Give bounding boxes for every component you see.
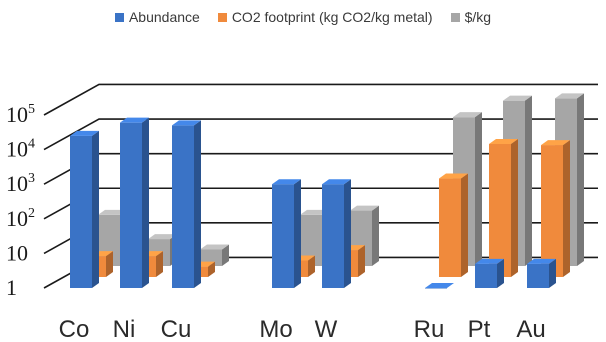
bar-top xyxy=(120,117,149,123)
bar-side xyxy=(308,255,315,277)
bar-side xyxy=(194,120,201,288)
bar-top xyxy=(489,138,518,144)
bar-side xyxy=(511,138,518,277)
x-tick-label: Pt xyxy=(468,316,491,342)
x-tick-label: Cu xyxy=(161,316,192,342)
y-tick-label: 103 xyxy=(6,171,35,196)
bar xyxy=(527,263,549,288)
bar xyxy=(541,145,563,277)
bar-top xyxy=(527,258,556,264)
bar-top xyxy=(148,234,177,240)
x-tick-label: W xyxy=(315,316,338,342)
bar-top xyxy=(200,244,229,250)
legend-label-abundance: Abundance xyxy=(128,9,200,25)
bar-side xyxy=(106,251,113,277)
legend-item-abundance: Abundance xyxy=(114,9,200,25)
bar-top xyxy=(555,93,584,99)
legend-swatch-price xyxy=(450,12,460,22)
chart-legend: Abundance CO2 footprint (kg CO2/kg metal… xyxy=(0,6,606,28)
bar-side xyxy=(475,112,482,267)
bar-top xyxy=(453,112,482,118)
bar-top xyxy=(70,130,99,136)
legend-swatch-co2 xyxy=(217,12,227,22)
bar xyxy=(172,125,194,288)
legend-swatch-abundance xyxy=(114,12,124,22)
legend-item-co2: CO2 footprint (kg CO2/kg metal) xyxy=(217,9,433,25)
bar xyxy=(425,288,447,289)
bar-side xyxy=(497,258,504,288)
bar xyxy=(322,184,344,288)
x-tick-label: Co xyxy=(59,316,90,342)
y-tick-label: 105 xyxy=(6,102,35,127)
bar-top xyxy=(425,283,454,288)
bar-side xyxy=(156,251,163,277)
bar-top xyxy=(322,179,351,185)
legend-item-price: $/kg xyxy=(450,9,492,25)
y-tick-label: 104 xyxy=(6,137,35,162)
bar-side xyxy=(549,258,556,288)
bar xyxy=(70,135,92,288)
bar-side xyxy=(563,140,570,277)
legend-label-co2: CO2 footprint (kg CO2/kg metal) xyxy=(231,9,433,25)
bar-side xyxy=(142,117,149,288)
bar-top xyxy=(475,258,504,264)
x-tick-label: Ru xyxy=(414,316,445,342)
bar-side xyxy=(208,261,215,277)
bar-top xyxy=(300,209,329,215)
bar-top xyxy=(439,173,468,179)
bar-top xyxy=(541,140,570,146)
legend-label-price: $/kg xyxy=(464,9,492,25)
bar-side xyxy=(344,179,351,288)
bar xyxy=(272,184,294,288)
bar xyxy=(439,178,461,277)
bar-side xyxy=(222,244,229,266)
bar-top xyxy=(503,95,532,101)
x-tick-label: Au xyxy=(516,316,545,342)
bar-side xyxy=(577,93,584,266)
bar-top xyxy=(172,120,201,126)
bar-side xyxy=(294,179,301,288)
gridline xyxy=(43,118,598,151)
x-tick-label: Mo xyxy=(259,316,292,342)
y-tick-label: 102 xyxy=(6,206,35,231)
bar-side xyxy=(358,245,365,277)
y-tick-label: 1 xyxy=(6,275,17,300)
bar xyxy=(120,122,142,288)
bar-top xyxy=(98,209,127,215)
bar xyxy=(475,263,497,288)
bar-side xyxy=(92,130,99,288)
bar xyxy=(489,143,511,277)
bar-top xyxy=(350,205,379,211)
gridline xyxy=(43,83,598,116)
bar xyxy=(300,214,322,266)
x-tick-label: Ni xyxy=(113,316,136,342)
y-tick-label: 10 xyxy=(6,240,28,265)
bar-side xyxy=(372,205,379,266)
bar-side xyxy=(525,95,532,266)
bar-side xyxy=(461,173,468,277)
bar-top xyxy=(272,179,301,185)
